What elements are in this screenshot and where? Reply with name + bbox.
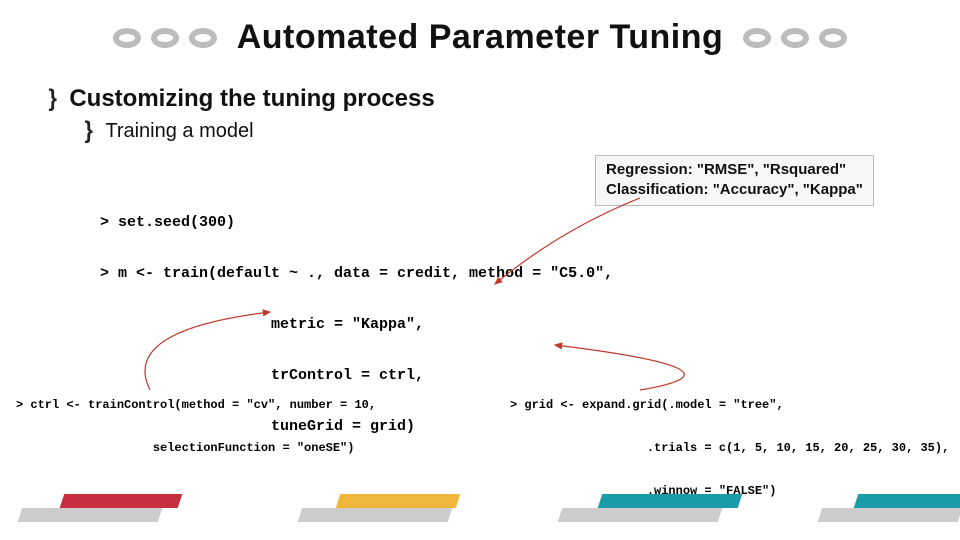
footer-bar (18, 508, 163, 522)
slide: Automated Parameter Tuning } Customizing… (0, 0, 960, 540)
callout-line-1: Regression: "RMSE", "Rsquared" (606, 160, 863, 180)
ring-icon (819, 28, 847, 48)
footer-bar (818, 508, 960, 522)
bullet-level-2: } Training a model (84, 119, 912, 143)
body: } Customizing the tuning process } Train… (0, 57, 960, 143)
callout-box: Regression: "RMSE", "Rsquared" Classific… (595, 155, 874, 206)
ring-icon (189, 28, 217, 48)
ring-icon (781, 28, 809, 48)
code-grid: > grid <- expand.grid(.model = "tree", .… (510, 395, 949, 503)
bullet-2-text: Training a model (105, 120, 253, 143)
callout-line-2: Classification: "Accuracy", "Kappa" (606, 180, 863, 200)
ring-group-left (113, 28, 217, 48)
slide-title: Automated Parameter Tuning (237, 18, 724, 57)
footer-decor (0, 490, 960, 526)
ring-icon (113, 28, 141, 48)
footer-bar (558, 508, 723, 522)
code-ctrl: > ctrl <- trainControl(method = "cv", nu… (16, 395, 376, 460)
title-row: Automated Parameter Tuning (0, 0, 960, 57)
brace-icon: } (84, 119, 92, 143)
footer-bar (60, 494, 183, 508)
footer-bar (598, 494, 743, 508)
bullet-1-text: Customizing the tuning process (69, 85, 434, 113)
footer-bar (854, 494, 960, 508)
footer-bar (298, 508, 453, 522)
bullet-level-1: } Customizing the tuning process (48, 85, 912, 113)
ring-icon (743, 28, 771, 48)
footer-bar (336, 494, 461, 508)
ring-icon (151, 28, 179, 48)
brace-icon: } (48, 87, 56, 111)
ring-group-right (743, 28, 847, 48)
